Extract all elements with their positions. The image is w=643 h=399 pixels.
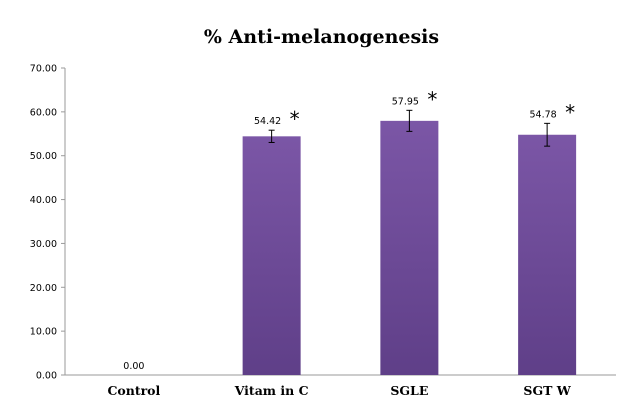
significance-marker: *	[565, 100, 575, 124]
y-tick-label: 70.00	[30, 64, 57, 75]
data-label: 54.78	[530, 109, 557, 120]
chart-title: % Anti-melanogenesis	[203, 26, 440, 48]
y-tick-label: 30.00	[30, 239, 57, 250]
category-label: Vitam in C	[234, 383, 309, 398]
data-label: 0.00	[123, 361, 144, 372]
y-tick-label: 10.00	[30, 327, 57, 338]
y-tick-label: 40.00	[30, 195, 57, 206]
bars	[242, 109, 577, 375]
bar	[242, 136, 301, 375]
category-label: Control	[107, 383, 160, 398]
y-ticks: 0.00 10.00 20.00 30.00 40.00 50.00 60.00 70.00	[30, 64, 65, 382]
significance-marker: *	[427, 87, 437, 111]
bar	[380, 120, 439, 375]
y-tick-label: 60.00	[30, 107, 57, 118]
y-tick-label: 0.00	[36, 371, 57, 382]
y-tick-label: 20.00	[30, 283, 57, 294]
labels: 0.00 Control 54.42 * Vitam in C 57.95 * SGLE 54.…	[107, 87, 575, 398]
category-label: SGT W	[523, 383, 571, 398]
significance-marker: *	[290, 107, 300, 131]
data-label: 57.95	[392, 96, 419, 107]
data-label: 54.42	[254, 116, 281, 127]
bar	[518, 134, 577, 375]
category-label: SGLE	[390, 383, 428, 398]
y-tick-label: 50.00	[30, 151, 57, 162]
